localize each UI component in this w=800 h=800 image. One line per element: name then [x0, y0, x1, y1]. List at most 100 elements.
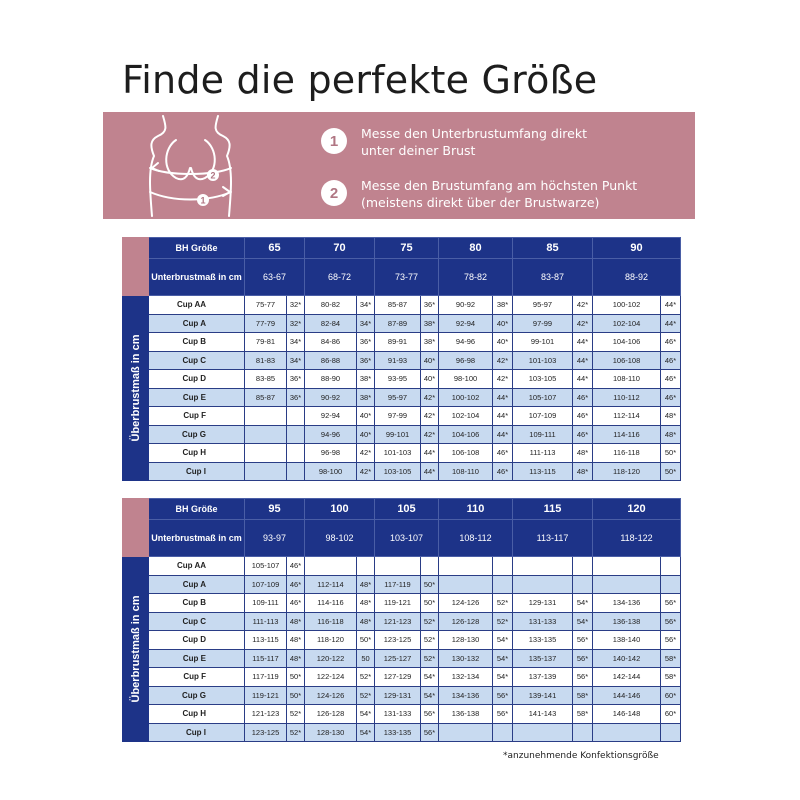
clothing-size-cell: 54* [492, 630, 513, 650]
overbust-range-cell: 140-142 [592, 648, 661, 668]
clothing-size-cell [660, 556, 681, 576]
clothing-size-cell: 44* [492, 406, 513, 426]
overbust-range-cell: 124-126 [304, 685, 357, 705]
clothing-size-cell: 48* [356, 611, 375, 631]
clothing-size-cell: 36* [286, 387, 305, 407]
overbust-range-cell: 131-133 [512, 611, 573, 631]
underbust-range: 118-122 [620, 533, 653, 543]
band-size-header: 65 [244, 237, 305, 259]
overbust-range-cell [244, 443, 287, 463]
overbust-range-cell: 133-135 [512, 630, 573, 650]
clothing-size-cell: 56* [420, 722, 439, 742]
cup-label: Cup B [148, 332, 245, 352]
clothing-size-cell: 42* [572, 313, 593, 333]
band-size: 100 [330, 503, 349, 515]
overbust-side-label: Überbrustmaß in cm [129, 595, 142, 703]
page-title: Finde die perfekte Größe [122, 58, 598, 102]
overbust-range-cell: 128-130 [438, 630, 493, 650]
overbust-range-cell: 133-135 [374, 722, 421, 742]
overbust-range-cell: 95-97 [512, 295, 573, 315]
clothing-size-cell: 58* [660, 667, 681, 687]
clothing-size-cell: 46* [660, 332, 681, 352]
overbust-range-cell: 108-110 [438, 461, 493, 481]
overbust-range-cell: 75-77 [244, 295, 287, 315]
torso-measurement-icon: 2 1 [149, 115, 232, 217]
clothing-size-cell: 54* [420, 685, 439, 705]
overbust-range-cell: 110-112 [592, 387, 661, 407]
cup-label: Cup G [148, 424, 245, 444]
overbust-range-cell: 120-122 [304, 648, 357, 668]
band-size: 95 [268, 503, 281, 515]
underbust-range: 68-72 [327, 272, 352, 282]
overbust-range-cell: 130-132 [438, 648, 493, 668]
table-row: Cup G 119-121 50* 124-126 52* 129-131 54* 134-1… [123, 685, 681, 705]
clothing-size-cell: 50* [660, 461, 681, 481]
band-size-header: 70 [304, 237, 375, 259]
overbust-side-cell: Überbrustmaß in cm [122, 295, 149, 481]
overbust-range-cell: 86-88 [304, 350, 357, 370]
overbust-range-cell: 100-102 [438, 387, 493, 407]
overbust-range-cell: 99-101 [374, 424, 421, 444]
overbust-range-cell: 89-91 [374, 332, 421, 352]
overbust-range-cell [592, 574, 661, 594]
overbust-side-cell: Überbrustmaß in cm [122, 556, 149, 742]
clothing-size-cell: 54* [356, 722, 375, 742]
overbust-range-cell: 127-129 [374, 667, 421, 687]
overbust-range-cell: 128-130 [304, 722, 357, 742]
clothing-size-cell: 50* [420, 593, 439, 613]
band-size: 70 [333, 242, 346, 254]
clothing-size-cell: 46* [492, 461, 513, 481]
size-table-1: BH Größe 65 70 75 80 85 90 Unterbrustmaß in cm 6… [122, 237, 681, 481]
underbust-range: 63-67 [262, 272, 287, 282]
clothing-size-cell [420, 556, 439, 576]
clothing-size-cell: 48* [572, 461, 593, 481]
underbust-range-header: 113-117 [512, 519, 593, 557]
clothing-size-cell: 48* [572, 443, 593, 463]
table-row: Cup D 83-85 36* 88-90 38* 93-95 40* 98-100 42* 10… [123, 369, 681, 389]
clothing-size-cell [572, 574, 593, 594]
clothing-size-cell: 42* [420, 424, 439, 444]
clothing-size-cell: 44* [660, 313, 681, 333]
cup-label: Cup C [148, 611, 245, 631]
overbust-range-cell: 94-96 [304, 424, 357, 444]
table-row: Cup I 123-125 52* 128-130 54* 133-135 56* [123, 722, 681, 742]
clothing-size-cell: 52* [492, 593, 513, 613]
clothing-size-cell: 52* [420, 611, 439, 631]
band-size-header: 75 [374, 237, 439, 259]
table-row: Cup H 96-98 42* 101-103 44* 106-108 46* 111-113… [123, 443, 681, 463]
clothing-size-cell [492, 556, 513, 576]
cup-label: Cup D [148, 369, 245, 389]
clothing-size-cell: 56* [492, 685, 513, 705]
band-size: 110 [466, 503, 485, 515]
underbust-range: 108-112 [459, 533, 492, 543]
clothing-size-cell: 54* [492, 667, 513, 687]
cup-label: Cup AA [148, 556, 245, 576]
underbust-range: 103-107 [389, 533, 424, 543]
clothing-size-cell: 52* [420, 630, 439, 650]
underbust-label-cell: Unterbrustmaß in cm [148, 258, 245, 296]
clothing-size-cell: 54* [420, 667, 439, 687]
overbust-range-cell: 103-105 [512, 369, 573, 389]
size-table-2: BH Größe 95 100 105 110 115 120 Unterbrustmaß i… [122, 498, 681, 742]
band-size-header: 115 [512, 498, 593, 520]
overbust-range-cell: 117-119 [374, 574, 421, 594]
cup-label: Cup F [148, 667, 245, 687]
header-side-block [122, 498, 149, 557]
overbust-range-cell: 90-92 [438, 295, 493, 315]
overbust-range-cell: 113-115 [244, 630, 287, 650]
band-size: 85 [546, 242, 559, 254]
clothing-size-cell: 44* [420, 461, 439, 481]
clothing-size-cell: 42* [420, 406, 439, 426]
clothing-size-cell: 46* [660, 369, 681, 389]
overbust-range-cell: 136-138 [592, 611, 661, 631]
overbust-range-cell: 100-102 [592, 295, 661, 315]
clothing-size-cell: 38* [356, 369, 375, 389]
clothing-size-cell: 50 [356, 648, 375, 668]
overbust-range-cell: 95-97 [374, 387, 421, 407]
clothing-size-cell: 36* [356, 350, 375, 370]
underbust-range-header: 108-112 [438, 519, 513, 557]
overbust-range-cell: 125-127 [374, 648, 421, 668]
bh-size-label: BH Größe [175, 504, 218, 514]
clothing-size-cell [286, 424, 305, 444]
clothing-size-cell: 34* [286, 332, 305, 352]
